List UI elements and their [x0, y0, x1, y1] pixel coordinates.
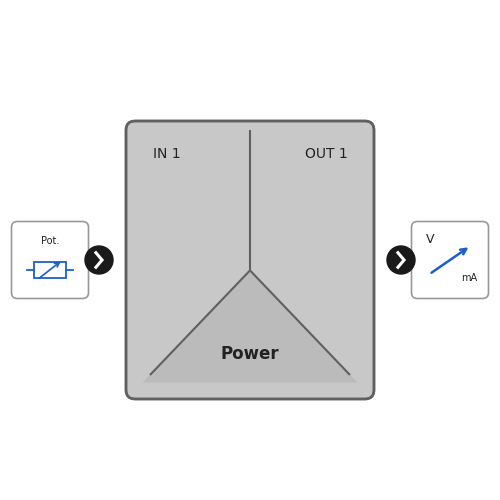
FancyBboxPatch shape: [126, 121, 374, 399]
Text: IN 1: IN 1: [152, 148, 180, 162]
Circle shape: [387, 246, 415, 274]
FancyBboxPatch shape: [12, 222, 88, 298]
FancyBboxPatch shape: [412, 222, 488, 298]
Text: V: V: [426, 232, 435, 245]
Text: mA: mA: [462, 273, 477, 283]
Polygon shape: [142, 270, 358, 382]
Circle shape: [85, 246, 113, 274]
Text: Pot.: Pot.: [41, 236, 59, 246]
Bar: [34, 262, 66, 278]
Text: Power: Power: [220, 344, 280, 362]
Text: OUT 1: OUT 1: [305, 148, 348, 162]
